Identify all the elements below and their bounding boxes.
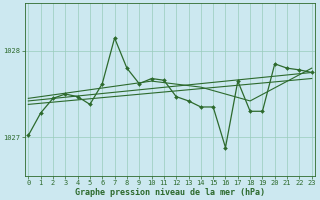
X-axis label: Graphe pression niveau de la mer (hPa): Graphe pression niveau de la mer (hPa) xyxy=(75,188,265,197)
